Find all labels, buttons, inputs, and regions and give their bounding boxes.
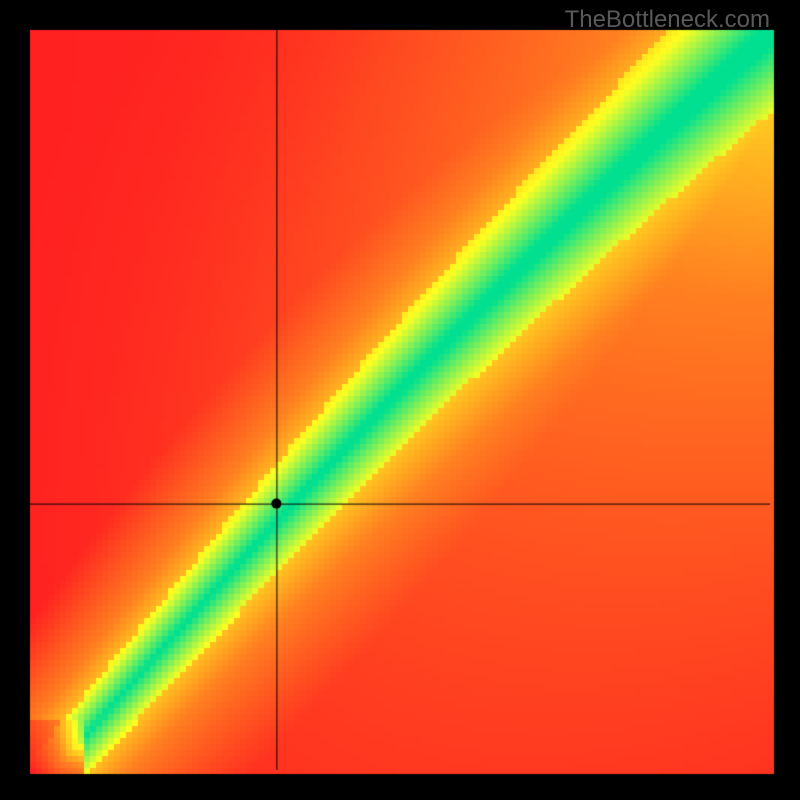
chart-container: TheBottleneck.com	[0, 0, 800, 800]
heatmap-canvas	[0, 0, 800, 800]
watermark-text: TheBottleneck.com	[565, 6, 770, 34]
